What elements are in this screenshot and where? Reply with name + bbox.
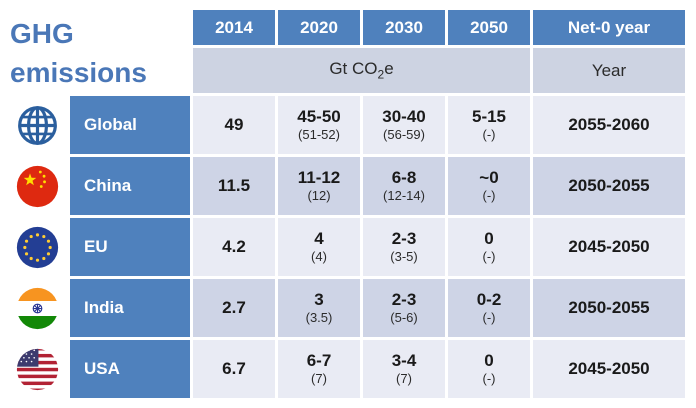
- value-cell: 3-4 (7): [363, 340, 445, 398]
- region-icon-cell: [8, 218, 67, 276]
- region-icon-cell: [8, 340, 67, 398]
- value-cell: 0 (-): [448, 340, 530, 398]
- value-cell: 6.7: [193, 340, 275, 398]
- value-cell: 45-50 (51-52): [278, 96, 360, 154]
- value-cell: 2-3 (3-5): [363, 218, 445, 276]
- page-title: GHG emissions: [10, 18, 147, 89]
- value-cell: 4.2: [193, 218, 275, 276]
- value-cell: 5-15 (-): [448, 96, 530, 154]
- value-cell: 4 (4): [278, 218, 360, 276]
- value-cell: 6-7 (7): [278, 340, 360, 398]
- value-cell: 2-3 (5-6): [363, 279, 445, 337]
- unit-cell-year: Year: [533, 48, 685, 93]
- eu-flag-icon: [16, 226, 59, 268]
- value-cell: 3 (3.5): [278, 279, 360, 337]
- value-cell: 0 (-): [448, 218, 530, 276]
- year-header-2014: 2014: [193, 10, 275, 45]
- region-icon-cell: [8, 157, 67, 215]
- value-cell: 49: [193, 96, 275, 154]
- year-header-2050: 2050: [448, 10, 530, 45]
- region-label-china: China: [70, 157, 190, 215]
- region-icon-cell: [8, 279, 67, 337]
- value-cell: ~0 (-): [448, 157, 530, 215]
- globe-icon: [18, 105, 57, 145]
- usa-flag-icon: [16, 348, 59, 390]
- value-cell: 6-8 (12-14): [363, 157, 445, 215]
- year-header-net0: Net-0 year: [533, 10, 685, 45]
- ghg-emissions-table: 2014 2020 2030 2050 Net-0 year Gt CO2e Y…: [8, 10, 685, 398]
- year-header-2020: 2020: [278, 10, 360, 45]
- year-header-2030: 2030: [363, 10, 445, 45]
- net0-cell: 2050-2055: [533, 157, 685, 215]
- value-cell: 2.7: [193, 279, 275, 337]
- net0-cell: 2045-2050: [533, 340, 685, 398]
- region-label-eu: EU: [70, 218, 190, 276]
- value-cell: 11.5: [193, 157, 275, 215]
- region-label-india: India: [70, 279, 190, 337]
- net0-cell: 2055-2060: [533, 96, 685, 154]
- unit-emissions-label: Gt CO2e: [329, 59, 394, 82]
- india-flag-icon: [16, 287, 59, 329]
- value-cell: 0-2 (-): [448, 279, 530, 337]
- value-cell: 11-12 (12): [278, 157, 360, 215]
- region-icon-cell: [8, 96, 67, 154]
- value-cell: 30-40 (56-59): [363, 96, 445, 154]
- net0-cell: 2050-2055: [533, 279, 685, 337]
- region-label-global: Global: [70, 96, 190, 154]
- region-label-usa: USA: [70, 340, 190, 398]
- unit-cell-emissions: Gt CO2e: [193, 48, 530, 93]
- net0-cell: 2045-2050: [533, 218, 685, 276]
- china-flag-icon: [16, 165, 59, 207]
